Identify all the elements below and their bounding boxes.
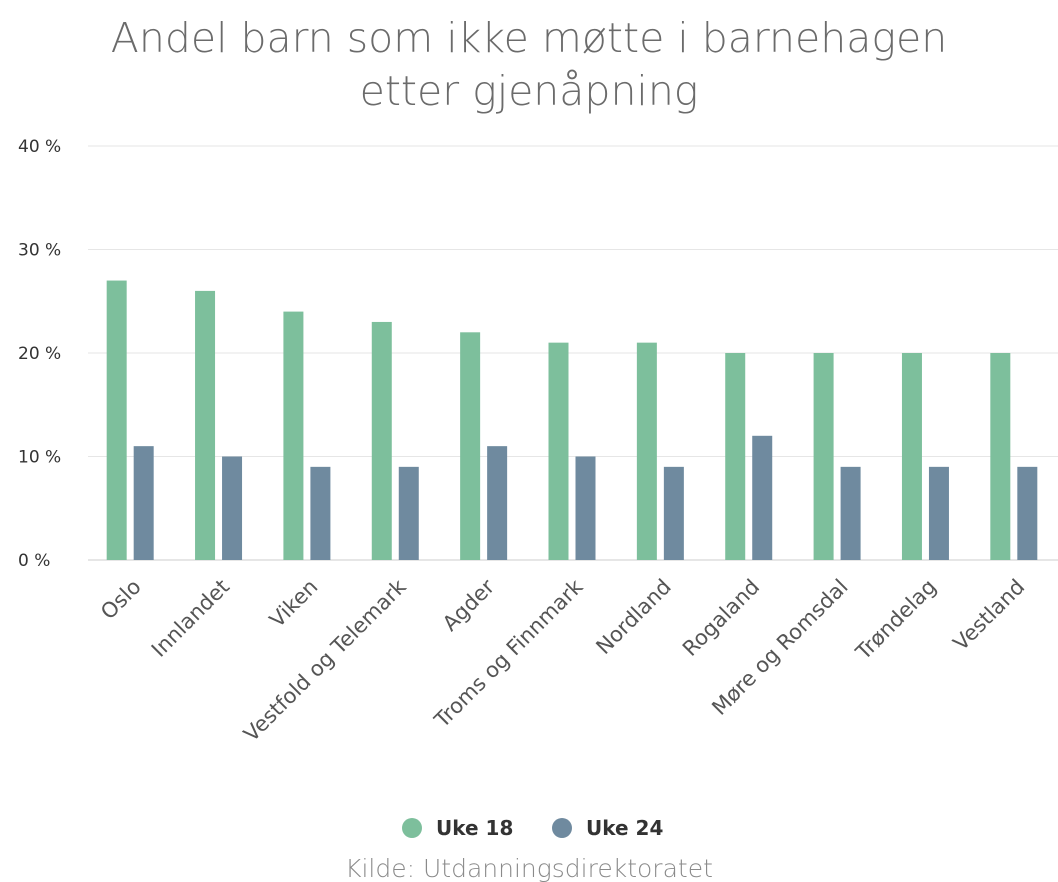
bar-uke-18 bbox=[106, 280, 127, 560]
bar-uke-24 bbox=[575, 456, 596, 560]
chart-title: Andel barn som ikke møtte i barnehagen et… bbox=[111, 14, 947, 115]
bar-uke-18 bbox=[548, 342, 569, 560]
y-tick-label: 10 % bbox=[18, 448, 61, 468]
x-tick-label: Vestland bbox=[949, 575, 1030, 656]
gridlines bbox=[88, 145, 1058, 561]
bars bbox=[106, 280, 1038, 560]
bar-uke-18 bbox=[636, 342, 657, 560]
legend: Uke 18 Uke 24 bbox=[402, 816, 663, 840]
chart-title-line: Andel barn som ikke møtte i barnehagen bbox=[111, 14, 947, 62]
bar-uke-24 bbox=[310, 466, 331, 560]
bar-uke-24 bbox=[663, 466, 684, 560]
x-tick-label: Agder bbox=[438, 574, 499, 635]
x-tick-label: Rogaland bbox=[678, 575, 764, 661]
y-tick-label: 0 % bbox=[18, 551, 50, 571]
bar-uke-24 bbox=[398, 466, 419, 560]
x-tick-label: Vestfold og Telemark bbox=[239, 574, 411, 746]
x-tick-label: Trøndelag bbox=[851, 575, 941, 665]
y-tick-label: 20 % bbox=[18, 344, 61, 364]
bar-uke-24 bbox=[487, 446, 508, 560]
bar-uke-24 bbox=[928, 466, 949, 560]
legend-label: Uke 24 bbox=[586, 816, 663, 840]
legend-label: Uke 18 bbox=[436, 816, 513, 840]
legend-swatch bbox=[552, 818, 572, 838]
x-tick-label: Viken bbox=[265, 575, 323, 633]
bar-uke-18 bbox=[901, 353, 922, 560]
chart-title-line: etter gjenåpning bbox=[360, 67, 699, 115]
x-tick-label: Nordland bbox=[591, 575, 675, 659]
bar-uke-24 bbox=[840, 466, 861, 560]
x-tick-label: Innlandet bbox=[147, 575, 234, 662]
bar-uke-18 bbox=[813, 353, 834, 560]
bar-uke-18 bbox=[725, 353, 746, 560]
bar-uke-18 bbox=[990, 353, 1011, 560]
y-tick-label: 40 % bbox=[18, 137, 61, 157]
source-note: Kilde: Utdanningsdirektoratet bbox=[345, 854, 713, 882]
bar-uke-18 bbox=[195, 290, 216, 560]
bar-uke-18 bbox=[371, 321, 392, 560]
x-tick-label: Troms og Finnmark bbox=[429, 574, 588, 733]
legend-swatch bbox=[402, 818, 422, 838]
y-tick-label: 30 % bbox=[18, 241, 61, 261]
bar-uke-24 bbox=[222, 456, 243, 560]
bar-uke-18 bbox=[460, 332, 481, 560]
bar-uke-18 bbox=[283, 311, 304, 560]
bar-uke-24 bbox=[133, 446, 154, 560]
bar-uke-24 bbox=[752, 435, 773, 560]
bar-uke-24 bbox=[1017, 466, 1038, 560]
y-axis-tick-labels: 0 % 10 % 20 % 30 % 40 % bbox=[18, 137, 61, 571]
x-tick-label: Oslo bbox=[96, 575, 146, 625]
